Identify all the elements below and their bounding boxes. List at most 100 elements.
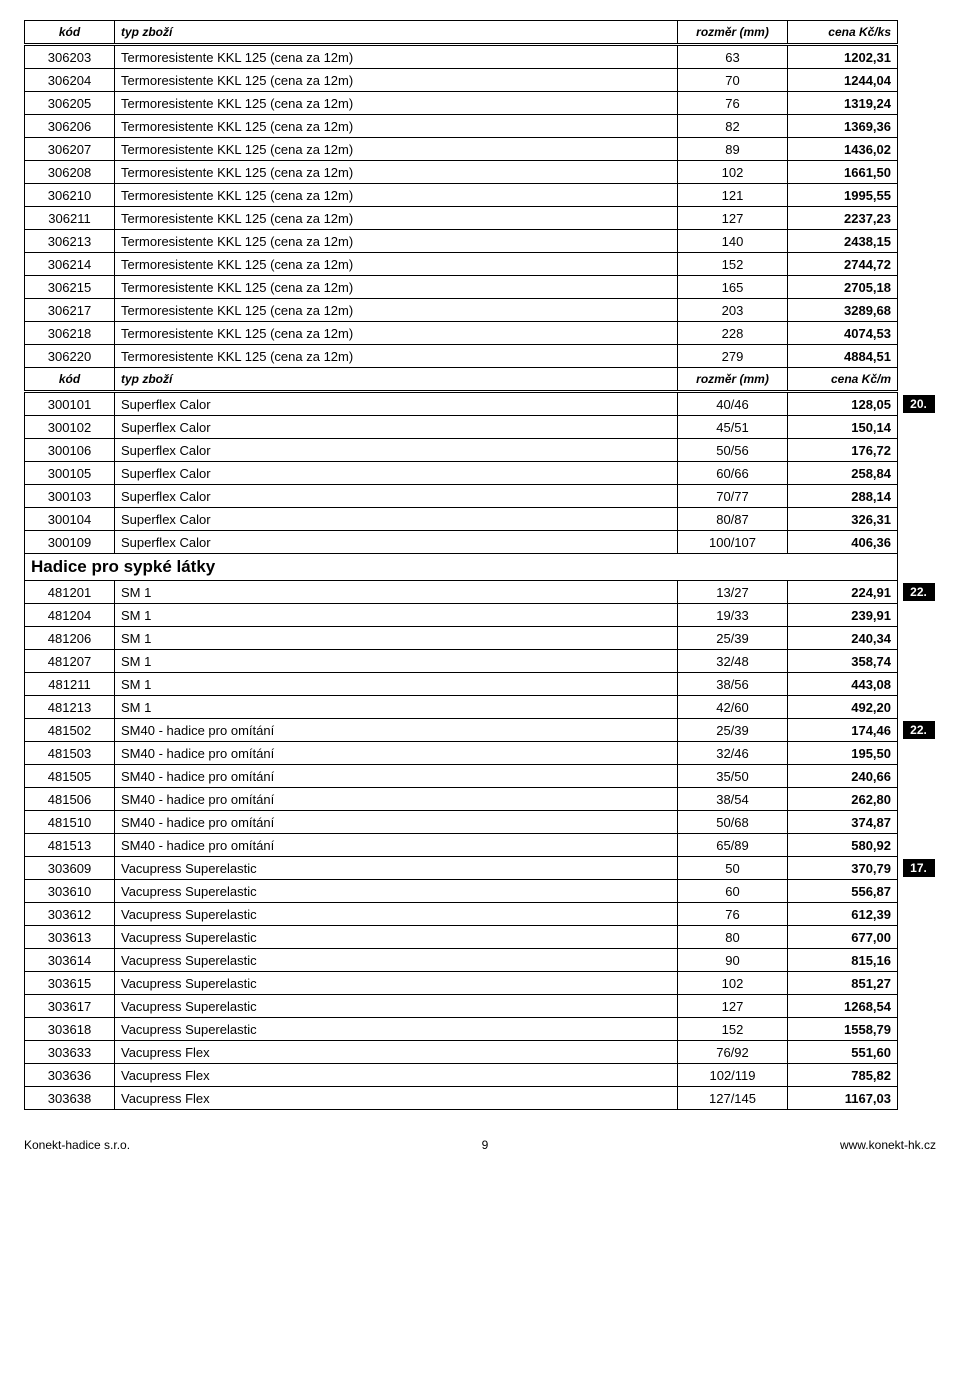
cell-kod: 306213 (25, 230, 115, 253)
cell-kod: 300102 (25, 416, 115, 439)
section-heading: Hadice pro sypké látky (25, 554, 936, 581)
cell-rozmer: 82 (678, 115, 788, 138)
cell-rozmer: 228 (678, 322, 788, 345)
header-rozmer: rozměr (mm) (678, 21, 788, 45)
cell-kod: 306208 (25, 161, 115, 184)
table-row: 300106Superflex Calor50/56176,72 (25, 439, 936, 462)
cell-typ: SM40 - hadice pro omítání (115, 765, 678, 788)
reference-badge: 22. (903, 583, 935, 601)
cell-typ: Termoresistente KKL 125 (cena za 12m) (115, 207, 678, 230)
cell-cena: 1167,03 (788, 1087, 898, 1110)
table-row: 481503SM40 - hadice pro omítání32/46195,… (25, 742, 936, 765)
cell-kod: 300105 (25, 462, 115, 485)
cell-rozmer: 102 (678, 161, 788, 184)
table-row: 306214Termoresistente KKL 125 (cena za 1… (25, 253, 936, 276)
cell-cena: 262,80 (788, 788, 898, 811)
table-row: 481505SM40 - hadice pro omítání35/50240,… (25, 765, 936, 788)
cell-kod: 481211 (25, 673, 115, 696)
table-row: 306204Termoresistente KKL 125 (cena za 1… (25, 69, 936, 92)
cell-typ: Superflex Calor (115, 485, 678, 508)
cell-cena: 2237,23 (788, 207, 898, 230)
cell-rozmer: 80/87 (678, 508, 788, 531)
cell-kod: 300109 (25, 531, 115, 554)
cell-cena: 358,74 (788, 650, 898, 673)
cell-cena: 1369,36 (788, 115, 898, 138)
cell-kod: 481513 (25, 834, 115, 857)
cell-kod: 481506 (25, 788, 115, 811)
footer-right: www.konekt-hk.cz (840, 1138, 936, 1152)
cell-cena: 1558,79 (788, 1018, 898, 1041)
cell-rozmer: 152 (678, 253, 788, 276)
table-row: 303609Vacupress Superelastic50370,7917. (25, 857, 936, 880)
cell-kod: 303610 (25, 880, 115, 903)
table-row: 306205Termoresistente KKL 125 (cena za 1… (25, 92, 936, 115)
cell-rozmer: 100/107 (678, 531, 788, 554)
header-typ: typ zboží (115, 21, 678, 45)
cell-cena: 492,20 (788, 696, 898, 719)
table-row: 303612Vacupress Superelastic76612,39 (25, 903, 936, 926)
footer-page: 9 (482, 1138, 489, 1152)
table-header: kódtyp zbožírozměr (mm)cena Kč/m (25, 368, 936, 392)
cell-cena: 1436,02 (788, 138, 898, 161)
cell-cena: 3289,68 (788, 299, 898, 322)
cell-kod: 306218 (25, 322, 115, 345)
cell-rozmer: 50/56 (678, 439, 788, 462)
table-row: 300104Superflex Calor80/87326,31 (25, 508, 936, 531)
cell-cena: 815,16 (788, 949, 898, 972)
cell-cena: 443,08 (788, 673, 898, 696)
cell-kod: 303609 (25, 857, 115, 880)
cell-cena: 239,91 (788, 604, 898, 627)
cell-typ: SM40 - hadice pro omítání (115, 834, 678, 857)
table-row: 306217Termoresistente KKL 125 (cena za 1… (25, 299, 936, 322)
cell-rozmer: 140 (678, 230, 788, 253)
table-row: 303617Vacupress Superelastic1271268,54 (25, 995, 936, 1018)
cell-cena: 326,31 (788, 508, 898, 531)
cell-rozmer: 165 (678, 276, 788, 299)
cell-typ: Vacupress Superelastic (115, 949, 678, 972)
cell-kod: 300103 (25, 485, 115, 508)
cell-typ: SM 1 (115, 627, 678, 650)
header-cena: cena Kč/ks (788, 21, 898, 45)
cell-rozmer: 32/48 (678, 650, 788, 673)
cell-rozmer: 76 (678, 903, 788, 926)
cell-kod: 303618 (25, 1018, 115, 1041)
cell-cena: 1319,24 (788, 92, 898, 115)
cell-typ: Termoresistente KKL 125 (cena za 12m) (115, 69, 678, 92)
cell-cena: 240,34 (788, 627, 898, 650)
cell-kod: 306205 (25, 92, 115, 115)
cell-typ: SM 1 (115, 673, 678, 696)
table-row: 303636Vacupress Flex102/119785,82 (25, 1064, 936, 1087)
cell-cena: 2438,15 (788, 230, 898, 253)
cell-rozmer: 279 (678, 345, 788, 368)
cell-cena: 1202,31 (788, 45, 898, 69)
table-row: 481204SM 119/33239,91 (25, 604, 936, 627)
cell-cena: 4074,53 (788, 322, 898, 345)
cell-rozmer: 45/51 (678, 416, 788, 439)
table-row: 303614Vacupress Superelastic90815,16 (25, 949, 936, 972)
cell-rozmer: 127 (678, 207, 788, 230)
cell-cena: 150,14 (788, 416, 898, 439)
cell-kod: 306204 (25, 69, 115, 92)
cell-typ: Termoresistente KKL 125 (cena za 12m) (115, 322, 678, 345)
cell-cena: 556,87 (788, 880, 898, 903)
table-row: 306211Termoresistente KKL 125 (cena za 1… (25, 207, 936, 230)
cell-cena: 1995,55 (788, 184, 898, 207)
cell-rozmer: 32/46 (678, 742, 788, 765)
cell-typ: Vacupress Superelastic (115, 926, 678, 949)
table-row: 303633Vacupress Flex76/92551,60 (25, 1041, 936, 1064)
cell-typ: Vacupress Superelastic (115, 972, 678, 995)
table-row: 306213Termoresistente KKL 125 (cena za 1… (25, 230, 936, 253)
cell-rozmer: 90 (678, 949, 788, 972)
cell-kod: 306206 (25, 115, 115, 138)
cell-kod: 306211 (25, 207, 115, 230)
table-row: 300102Superflex Calor45/51150,14 (25, 416, 936, 439)
table-row: 300101Superflex Calor40/46128,0520. (25, 392, 936, 416)
cell-typ: Superflex Calor (115, 508, 678, 531)
cell-typ: Vacupress Superelastic (115, 857, 678, 880)
cell-typ: Termoresistente KKL 125 (cena za 12m) (115, 299, 678, 322)
cell-rozmer: 152 (678, 1018, 788, 1041)
cell-rozmer: 65/89 (678, 834, 788, 857)
cell-cena: 785,82 (788, 1064, 898, 1087)
cell-kod: 303615 (25, 972, 115, 995)
cell-kod: 306215 (25, 276, 115, 299)
